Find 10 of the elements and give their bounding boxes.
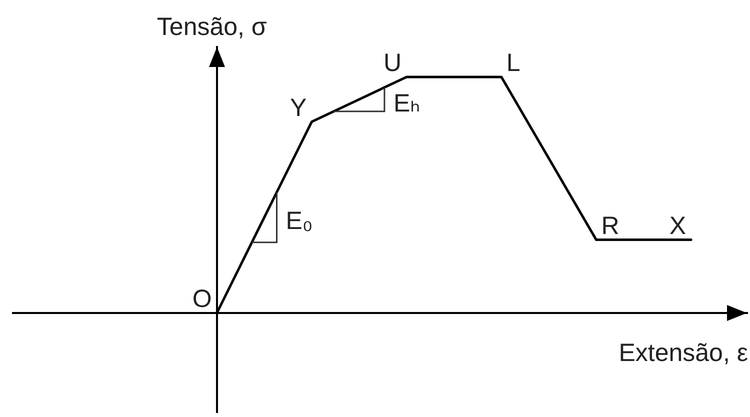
- annotation: R: [601, 212, 620, 240]
- annotation: U: [383, 48, 402, 77]
- annotation: Y: [290, 94, 308, 122]
- annotation: Eₕ: [393, 89, 420, 118]
- y-axis-title: Tensão, σ: [156, 13, 268, 41]
- annotation: E₀: [286, 207, 313, 236]
- x-axis-title: Extensão, ε: [618, 338, 748, 367]
- annotation: L: [506, 48, 520, 77]
- annotation: X: [669, 212, 686, 240]
- annotation: O: [192, 284, 212, 313]
